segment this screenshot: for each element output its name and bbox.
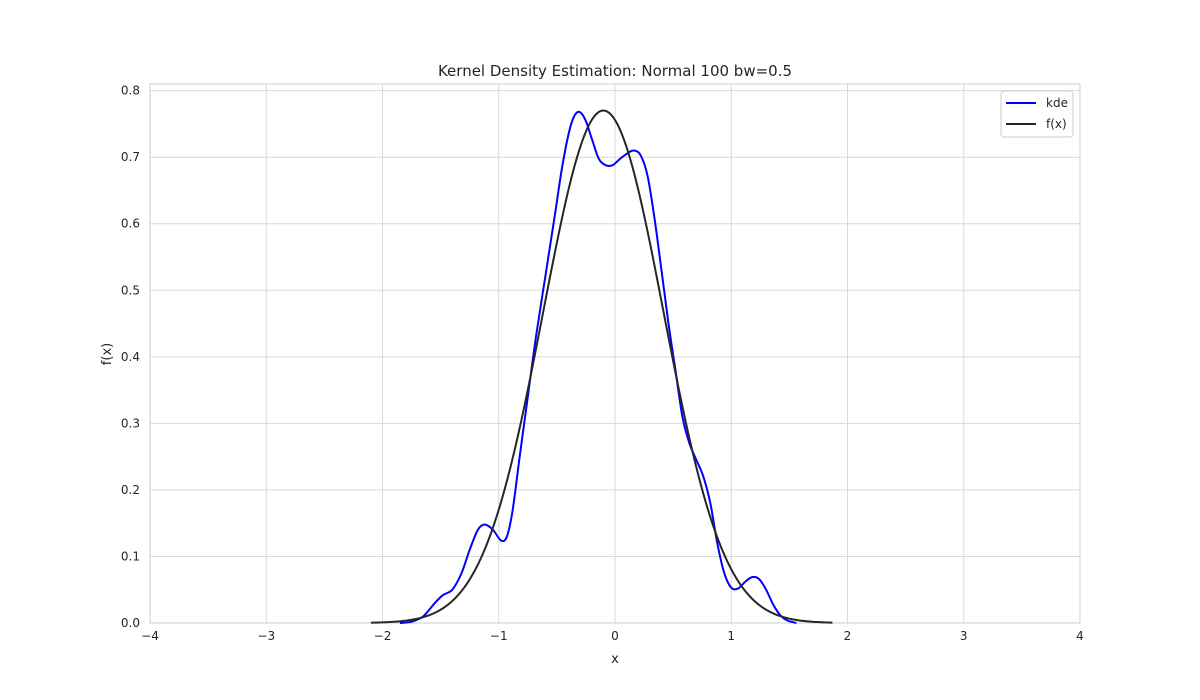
x-axis-ticks: −4 −3 −2 −1 0 1 2 3 4	[141, 629, 1084, 643]
y-tick-label: 0.8	[121, 84, 140, 98]
legend-label-fx: f(x)	[1046, 117, 1067, 131]
x-tick-label: −4	[141, 629, 159, 643]
chart-title: Kernel Density Estimation: Normal 100 bw…	[438, 62, 792, 80]
x-axis-label: x	[611, 652, 619, 667]
y-tick-label: 0.5	[121, 283, 140, 297]
kde-line	[399, 110, 797, 624]
fx-line	[370, 109, 833, 624]
y-tick-label: 0.0	[121, 616, 140, 630]
x-tick-label: 4	[1076, 629, 1084, 643]
y-tick-label: 0.3	[121, 416, 140, 430]
x-tick-label: 3	[960, 629, 968, 643]
legend-label-kde: kde	[1046, 96, 1068, 110]
y-tick-label: 0.6	[121, 217, 140, 231]
y-tick-label: 0.1	[121, 549, 140, 563]
series-layer	[370, 109, 833, 624]
x-tick-label: −2	[374, 629, 392, 643]
x-tick-label: 1	[727, 629, 735, 643]
y-axis-label: f(x)	[100, 343, 115, 365]
y-tick-label: 0.2	[121, 483, 140, 497]
y-axis-ticks: 0.0 0.1 0.2 0.3 0.4 0.5 0.6 0.7 0.8	[121, 84, 140, 630]
legend: kde f(x)	[1000, 90, 1074, 138]
x-tick-label: 2	[844, 629, 852, 643]
grid	[149, 84, 1081, 624]
x-tick-label: −1	[490, 629, 508, 643]
plot-frame	[149, 83, 1081, 624]
y-tick-label: 0.4	[121, 350, 140, 364]
x-tick-label: 0	[611, 629, 619, 643]
y-tick-label: 0.7	[121, 150, 140, 164]
x-tick-label: −3	[257, 629, 275, 643]
